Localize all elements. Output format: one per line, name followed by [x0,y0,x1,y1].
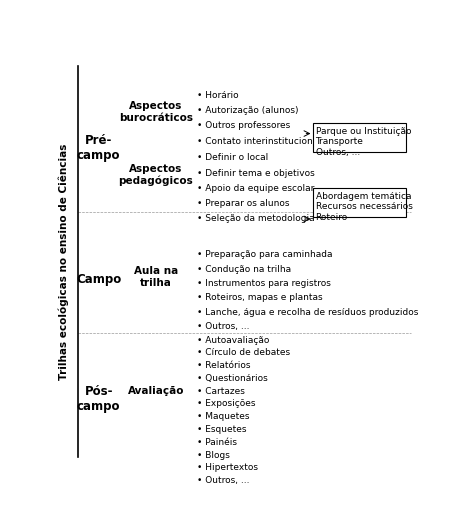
Text: Avaliação: Avaliação [128,386,184,396]
Text: • Outros, ...: • Outros, ... [197,476,249,485]
Text: • Autoavaliação: • Autoavaliação [197,336,269,344]
Text: Pós-
campo: Pós- campo [77,385,120,413]
Text: Parque ou Instituição
Transporte
Outros, ...: Parque ou Instituição Transporte Outros,… [316,127,411,156]
Text: • Esquetes: • Esquetes [197,425,247,434]
Text: • Roteiros, mapas e plantas: • Roteiros, mapas e plantas [197,293,323,303]
Text: Campo: Campo [76,273,121,286]
Text: • Condução na trilha: • Condução na trilha [197,265,291,274]
Text: • Contato interinstitucional: • Contato interinstitucional [197,137,321,146]
Text: • Hipertextos: • Hipertextos [197,463,258,472]
Text: Aula na
trilha: Aula na trilha [134,266,178,287]
Text: • Blogs: • Blogs [197,451,230,459]
Text: • Preparar os alunos: • Preparar os alunos [197,199,290,208]
Text: • Outros, ...: • Outros, ... [197,322,249,331]
Text: • Maquetes: • Maquetes [197,412,249,421]
Text: • Cartazes: • Cartazes [197,387,245,396]
Text: • Seleção da metodologia: • Seleção da metodologia [197,214,314,223]
Text: Abordagem temática
Recursos necessários
Roteiro: Abordagem temática Recursos necessários … [316,192,413,222]
Text: • Apoio da equipe escolar: • Apoio da equipe escolar [197,184,314,193]
Text: • Relatórios: • Relatórios [197,361,250,370]
Text: • Definir o local: • Definir o local [197,153,268,162]
Text: Aspectos
burocráticos: Aspectos burocráticos [119,101,193,123]
Text: • Preparação para caminhada: • Preparação para caminhada [197,250,332,260]
FancyBboxPatch shape [313,123,406,152]
Text: • Questionários: • Questionários [197,374,268,383]
Text: • Lanche, água e recolha de resíduos produzidos: • Lanche, água e recolha de resíduos pro… [197,308,418,316]
Text: Pré-
campo: Pré- campo [77,134,120,162]
Text: • Círculo de debates: • Círculo de debates [197,349,290,357]
FancyBboxPatch shape [313,188,406,218]
Text: • Definir tema e objetivos: • Definir tema e objetivos [197,168,315,178]
Text: Trilhas ecológicas no ensino de Ciências: Trilhas ecológicas no ensino de Ciências [59,143,69,380]
Text: • Outros professores: • Outros professores [197,122,290,131]
Text: • Horário: • Horário [197,91,239,100]
Text: • Instrumentos para registros: • Instrumentos para registros [197,279,331,288]
Text: • Exposições: • Exposições [197,399,255,409]
Text: • Autorização (alunos): • Autorização (alunos) [197,106,298,116]
Text: Aspectos
pedagógicos: Aspectos pedagógicos [118,164,193,186]
Text: • Painéis: • Painéis [197,438,237,447]
